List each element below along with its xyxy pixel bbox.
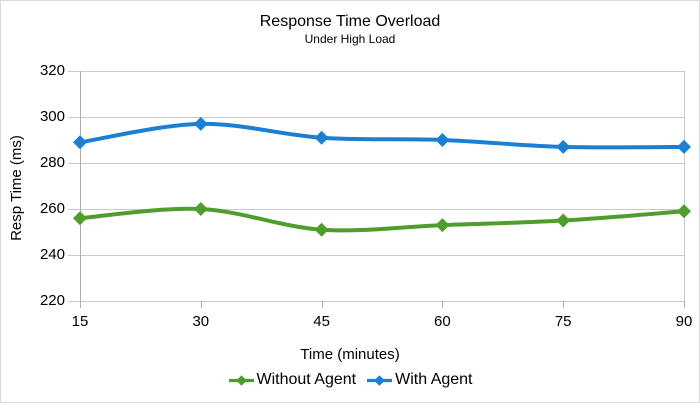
legend-item-without-agent: Without Agent: [228, 371, 357, 389]
x-tick-label: 30: [192, 313, 210, 330]
legend-marker-icon: [228, 374, 254, 386]
x-tick-label: 45: [313, 313, 330, 330]
legend-label: Without Agent: [256, 371, 357, 388]
y-tick-label: 220: [39, 292, 65, 309]
series-marker-without-agent: [435, 218, 450, 233]
x-tick-label: 75: [554, 313, 572, 330]
chart-subtitle: Under High Load: [304, 32, 396, 46]
series-marker-with-agent: [314, 130, 329, 145]
y-tick-label: 260: [39, 200, 65, 217]
series-marker-with-agent: [556, 139, 571, 154]
legend-item-with-agent: With Agent: [366, 371, 473, 389]
x-tick-label: 15: [71, 313, 89, 330]
series-marker-with-agent: [677, 139, 691, 154]
series-marker-without-agent: [556, 213, 571, 228]
x-axis-title: Time (minutes): [300, 346, 400, 363]
series-marker-with-agent: [193, 116, 208, 131]
y-tick-label: 320: [39, 62, 65, 79]
series-marker-with-agent: [73, 135, 87, 150]
x-tick-label: 90: [675, 313, 693, 330]
legend: Without Agent With Agent: [1, 371, 699, 389]
y-tick-label: 240: [39, 246, 65, 263]
y-tick-label: 300: [39, 108, 65, 125]
series-marker-without-agent: [73, 211, 87, 226]
series-line-without-agent: [78, 206, 686, 233]
legend-label: With Agent: [395, 371, 473, 388]
y-tick-label: 280: [39, 154, 65, 171]
x-tick-label: 60: [434, 313, 451, 330]
series-marker-with-agent: [435, 133, 450, 147]
series-marker-without-agent: [677, 204, 691, 219]
series-marker-without-agent: [314, 222, 329, 237]
series-marker-without-agent: [193, 202, 208, 216]
series-line-with-agent: [78, 121, 686, 150]
chart-title: Response Time Overload: [259, 13, 441, 30]
legend-marker-icon: [367, 374, 393, 386]
